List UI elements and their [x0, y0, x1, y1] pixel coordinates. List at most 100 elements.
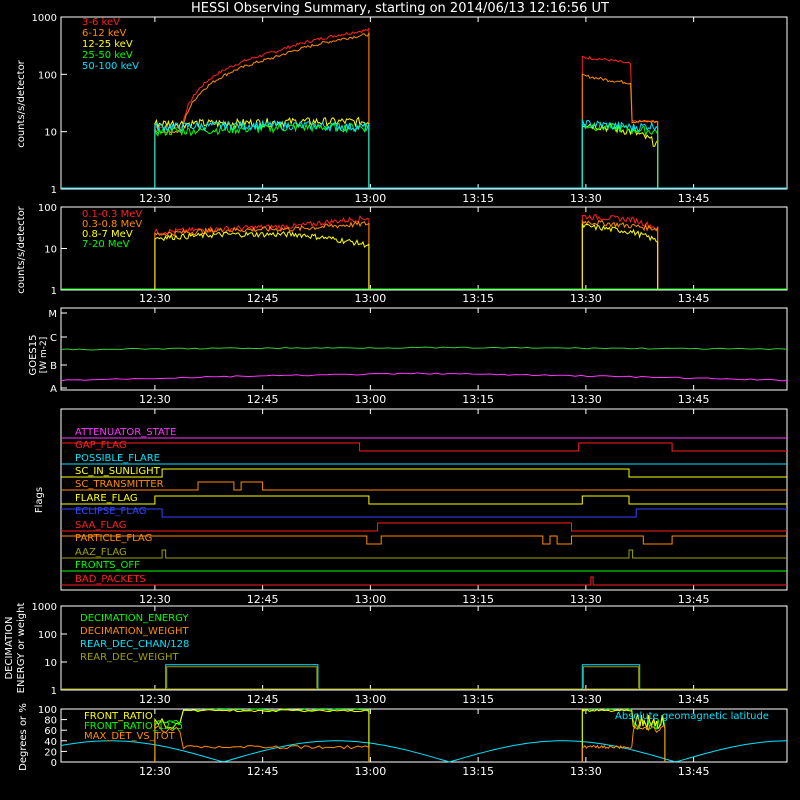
hxr-series-50-100-keV — [581, 119, 659, 188]
flag-line-SAA_FLAG — [61, 522, 787, 532]
ratios-legend-entry: FRONT_RATIO — [84, 711, 153, 722]
ratios-ytick-label: 40 — [44, 737, 57, 748]
ratios-time-label: 13:15 — [462, 765, 494, 778]
gamma-time-label: 13:15 — [462, 292, 494, 305]
hxr-ytick-label: 100 — [38, 70, 57, 81]
max-det-vs-tot-line — [154, 724, 370, 762]
gamma-series-0.1-0.3-MeV — [581, 214, 659, 289]
hxr-legend-entry: 12-25 keV — [82, 39, 133, 50]
front-ratio-line — [154, 708, 370, 762]
flags-time-label: 12:30 — [139, 593, 171, 606]
gamma-legend-entry: 0.8-7 MeV — [82, 229, 133, 240]
flags-time-label: 13:00 — [355, 593, 387, 606]
flags-time-label: 12:45 — [247, 593, 279, 606]
flag-line-GAP_FLAG — [61, 442, 787, 452]
geomagnetic-latitude-line — [60, 740, 788, 763]
hxr-series-6-12-keV — [581, 73, 659, 188]
flag-line-SC_TRANSMITTER — [61, 481, 787, 491]
decimation-ytick-label: 1 — [51, 686, 57, 697]
hxr-legend-entry: 3-6 keV — [82, 17, 120, 28]
flag-label: FRONTS_OFF — [75, 560, 140, 571]
hxr-series-50-100-keV — [154, 119, 370, 188]
ratios-ytick-label: 20 — [44, 747, 57, 758]
gamma-time-label: 12:45 — [247, 292, 279, 305]
hxr-series-25-50-keV — [154, 122, 370, 188]
decimation-ytick-label: 10 — [44, 658, 57, 669]
decimation-ylabel-1: DECIMATION — [4, 616, 15, 679]
gamma-series-0.3-0.8-MeV — [154, 220, 370, 289]
hxr-time-label: 13:30 — [570, 192, 602, 205]
flag-line-SC_IN_SUNLIGHT — [61, 468, 787, 478]
flags-time-label: 13:15 — [462, 593, 494, 606]
flags-panel-frame — [60, 408, 788, 591]
decimation-time-label: 12:30 — [139, 693, 171, 706]
goes-yunit: [W m-2] — [39, 337, 49, 374]
goes-time-label: 13:00 — [355, 393, 387, 406]
decimation-time-label: 12:45 — [247, 693, 279, 706]
gamma-ytick-label: 10 — [44, 245, 57, 256]
gamma-series-0.8-7-MeV — [154, 231, 370, 289]
goes-ytick-label: C — [50, 333, 57, 344]
gamma-ytick-label: 100 — [38, 203, 57, 214]
goes-time-label: 13:15 — [462, 393, 494, 406]
ratios-time-label: 12:30 — [139, 765, 171, 778]
hxr-series-6-12-keV — [154, 31, 370, 188]
decimation-time-label: 13:00 — [355, 693, 387, 706]
hxr-time-label: 13:00 — [355, 192, 387, 205]
rear-dec-weight-line — [582, 666, 640, 688]
hxr-ytick-label: 1 — [51, 185, 57, 196]
decimation-legend-entry: REAR_DEC_CHAN/128 — [80, 639, 189, 650]
decimation-ytick-label: 1000 — [32, 602, 57, 613]
front-ratio-1225-line — [154, 708, 370, 762]
ratios-time-label: 13:45 — [678, 765, 710, 778]
hxr-time-label: 13:15 — [462, 192, 494, 205]
ratios-time-label: 13:00 — [355, 765, 387, 778]
hxr-series-3-6-keV — [581, 55, 659, 188]
flag-label: ATTENUATOR_STATE — [75, 427, 176, 438]
front-ratio-1225-line — [581, 708, 666, 762]
gamma-series-0.3-0.8-MeV — [581, 219, 659, 289]
flag-line-BAD_PACKETS — [61, 576, 787, 586]
goes-time-label: 12:30 — [139, 393, 171, 406]
flag-line-FLARE_FLAG — [61, 495, 787, 505]
hxr-legend-entry: 25-50 keV — [82, 50, 133, 61]
hxr-time-label: 13:45 — [678, 192, 710, 205]
decimation-time-label: 13:45 — [678, 693, 710, 706]
hxr-panel-frame — [60, 16, 788, 190]
ratios-ylabel: Degrees or % — [18, 703, 29, 771]
rear-dec-chan-line — [581, 664, 641, 689]
gamma-legend-entry: 0.3-0.8 MeV — [82, 219, 142, 230]
goes-time-label: 13:45 — [678, 393, 710, 406]
flag-label: POSSIBLE_FLARE — [75, 453, 160, 464]
decimation-time-label: 13:15 — [462, 693, 494, 706]
flag-label: BAD_PACKETS — [75, 574, 146, 585]
decimation-legend-entry: DECIMATION_WEIGHT — [80, 626, 189, 637]
rear-dec-weight-line — [166, 666, 318, 688]
goes-ytick-label: B — [50, 361, 57, 372]
decimation-ytick-label: 100 — [38, 630, 57, 641]
goes-series-long — [60, 346, 788, 351]
ratios-ytick-label: 100 — [38, 705, 57, 716]
hxr-ylabel: counts/s/detector — [16, 59, 27, 147]
decimation-legend-entry: DECIMATION_ENERGY — [80, 613, 189, 624]
goes-ytick-label: A — [50, 384, 57, 395]
decimation-ylabel-2: ENERGY or weight — [16, 603, 27, 694]
figure-title: HESSI Observing Summary, starting on 201… — [191, 1, 609, 16]
decimation-panel-frame — [60, 605, 788, 691]
flags-ylabel: Flags — [34, 487, 45, 513]
gamma-legend-entry: 0.1-0.3 MeV — [82, 209, 142, 220]
gamma-panel-frame — [60, 206, 788, 291]
gamma-ylabel: counts/s/detector — [16, 205, 27, 293]
goes-series-short — [60, 372, 788, 382]
flag-label: SAA_FLAG — [75, 520, 126, 531]
rear-dec-chan-line — [165, 664, 319, 689]
gamma-ytick-label: 1 — [51, 286, 57, 297]
flags-time-label: 13:30 — [570, 593, 602, 606]
hxr-ytick-label: 1000 — [32, 13, 57, 24]
flag-line-PARTICLE_FLAG — [61, 535, 787, 545]
ratios-ytick-label: 80 — [44, 716, 57, 727]
hxr-ytick-label: 10 — [44, 128, 57, 139]
flag-line-ECLIPSE_FLAG — [61, 508, 787, 518]
flag-label: GAP_FLAG — [75, 440, 127, 451]
